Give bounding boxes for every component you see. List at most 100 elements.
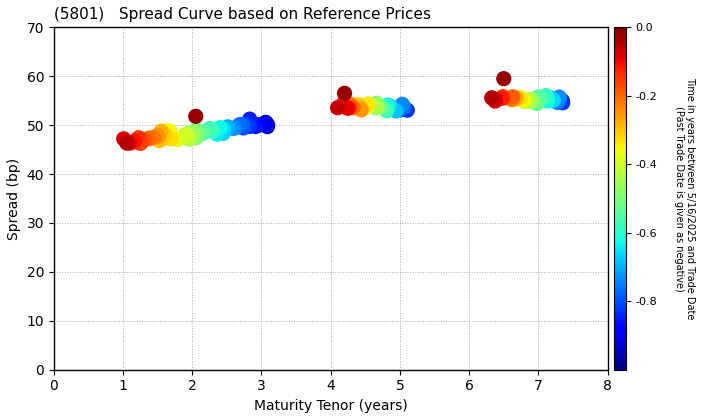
Point [557,97,568,104]
Point [554,94,565,100]
Point [382,102,393,109]
Point [498,75,510,82]
Point [397,101,408,108]
Point [510,94,521,101]
Point [197,129,208,135]
Point [547,97,559,104]
Point [207,128,219,135]
Point [253,122,264,129]
Point [356,107,367,113]
Point [186,129,197,136]
Point [371,104,382,111]
Point [250,123,261,130]
Point [204,126,216,133]
Point [339,90,351,97]
Point [402,107,413,113]
Point [343,105,355,111]
Point [370,105,382,111]
Point [540,92,552,99]
Point [127,139,139,145]
Point [217,125,229,132]
Point [244,116,256,123]
Point [490,96,502,103]
Point [521,97,532,103]
Point [344,100,356,107]
Point [497,95,508,102]
Point [362,101,374,108]
Point [552,99,563,106]
Text: (5801)   Spread Curve based on Reference Prices: (5801) Spread Curve based on Reference P… [54,7,431,22]
Point [218,127,230,134]
Point [143,135,155,142]
Point [223,125,235,131]
Point [181,132,192,139]
Point [542,96,554,102]
Point [153,137,165,144]
Point [395,106,406,113]
Point [504,95,516,102]
Point [353,101,364,108]
Point [497,93,508,100]
Point [212,131,223,137]
Point [191,126,202,133]
Point [237,121,248,128]
Point [132,134,144,141]
Point [148,134,159,141]
Point [160,132,171,139]
Point [557,100,569,106]
Point [512,96,523,102]
Point [137,137,148,144]
Point [129,138,140,144]
Point [348,104,359,111]
Point [118,136,130,142]
Point [490,98,501,105]
Point [342,105,354,112]
Y-axis label: Time in years between 5/16/2025 and Trade Date
(Past Trade Date is given as nega: Time in years between 5/16/2025 and Trad… [674,77,696,320]
Point [361,103,372,110]
Point [222,123,233,130]
Point [531,100,543,107]
Point [344,104,356,110]
Point [544,97,555,104]
Point [553,96,564,102]
Point [228,125,239,132]
Point [230,124,241,131]
Point [535,95,546,102]
Point [515,94,526,101]
Point [381,103,392,110]
Point [337,101,348,108]
Point [181,130,193,137]
Point [197,130,209,136]
Point [526,96,537,103]
Point [190,113,202,120]
Point [509,95,521,102]
Point [361,104,372,111]
Point [533,94,544,100]
Point [215,124,226,131]
Point [240,122,252,129]
Point [122,140,133,147]
Point [204,125,215,132]
Point [166,136,177,142]
Point [390,108,402,114]
Point [554,97,565,104]
Point [125,139,136,146]
Point [384,102,395,109]
Point [217,130,229,136]
Point [542,97,554,104]
Point [164,128,176,134]
Point [172,136,184,143]
Point [491,96,503,103]
Point [507,96,518,103]
Point [253,121,265,128]
Point [332,104,343,111]
Point [191,134,202,141]
Point [525,97,536,104]
Point [260,119,271,126]
Point [371,100,382,107]
Point [526,98,537,105]
Point [184,136,195,142]
Point [153,134,164,140]
Point [161,127,173,134]
Point [262,121,274,128]
